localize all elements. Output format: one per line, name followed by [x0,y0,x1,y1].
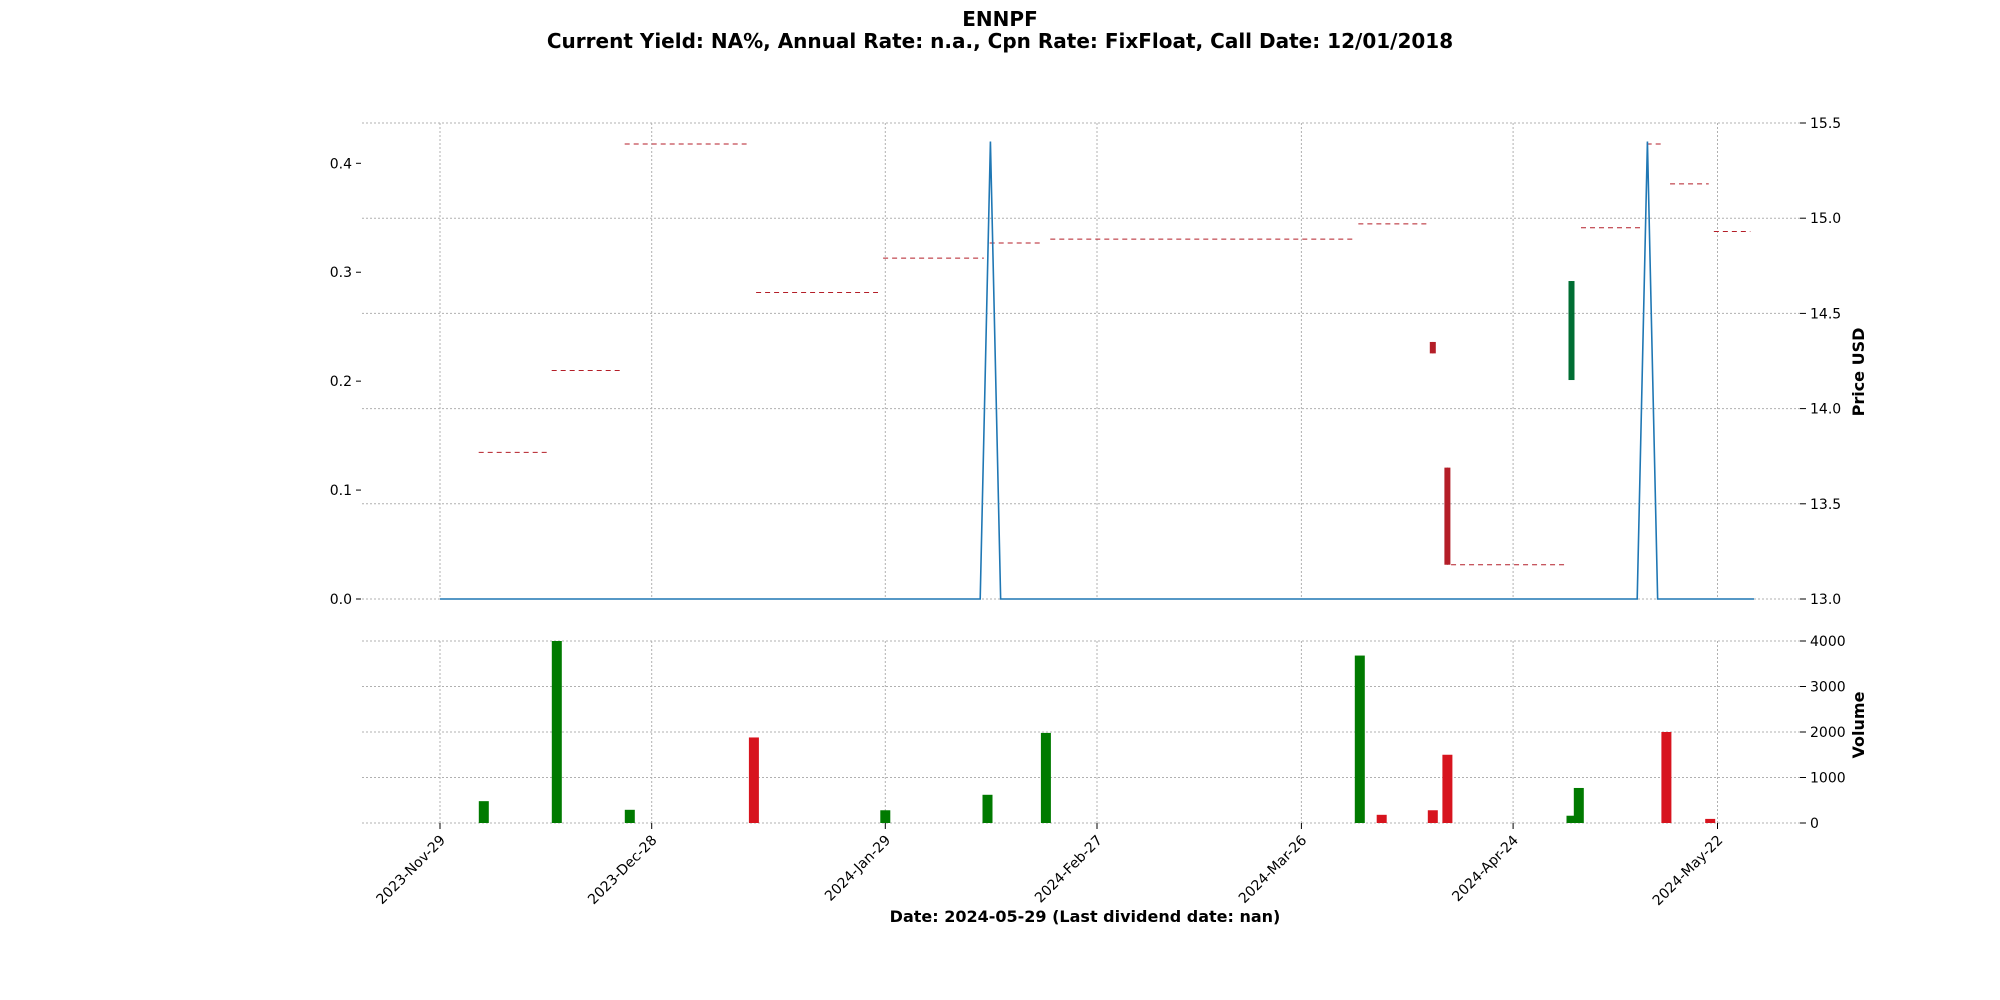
price-tick-label: 13.0 [1810,592,1841,608]
dividend-tick-label: 0.0 [330,592,352,608]
volume-bar [1566,815,1577,823]
date-tick-label: 2024-Mar-26 [1236,832,1310,906]
volume-bar [1040,732,1051,823]
volume-axis-label: Volume [1849,691,1868,758]
dividend-tick-label: 0.3 [330,265,352,281]
dividend-tick-label: 0.4 [330,156,352,172]
volume-bar [1573,787,1584,823]
candle-body [1444,467,1451,565]
date-tick-label: 2024-May-22 [1650,833,1727,910]
volume-tick-label: 3000 [1810,680,1846,696]
volume-tick-label: 1000 [1810,771,1846,787]
date-tick-label: 2024-Apr-24 [1449,832,1522,905]
price-tick-label: 13.5 [1810,497,1841,513]
volume-bar [748,737,759,823]
date-tick-label: 2023-Dec-28 [585,833,660,908]
volume-bar [551,641,562,823]
volume-bar [1376,814,1387,823]
date-tick-label: 2024-Jan-29 [822,833,894,905]
volume-bar [1427,810,1438,823]
dividend-tick-label: 0.1 [330,483,352,499]
dividend-tick-label: 0.2 [330,374,352,390]
volume-bar [1661,732,1672,823]
date-tick-label: 2023-Nov-29 [374,833,449,908]
dividend-line [440,141,1754,600]
chart-subtitle: Current Yield: NA%, Annual Rate: n.a., C… [547,29,1453,53]
volume-tick-label: 0 [1810,816,1819,832]
volume-bar [1705,818,1716,823]
volume-bar [624,809,635,823]
date-tick-label: 2024-Feb-27 [1032,833,1106,907]
price-tick-label: 15.5 [1810,116,1841,132]
price-tick-label: 14.5 [1810,306,1841,322]
candle-body [1568,281,1575,381]
volume-bar [1442,754,1453,823]
x-axis-label: Date: 2024-05-29 (Last dividend date: na… [890,907,1281,926]
volume-bar [880,810,891,823]
volume-tick-label: 2000 [1810,725,1846,741]
volume-bar [1354,655,1365,823]
chart-title: ENNPF [962,7,1037,31]
volume-bar [982,794,993,823]
price-tick-label: 15.0 [1810,211,1841,227]
candle-body [1429,341,1436,354]
volume-bar [478,801,489,823]
price-axis-label: Price USD [1849,328,1868,417]
price-tick-label: 14.0 [1810,402,1841,418]
volume-tick-label: 4000 [1810,634,1846,650]
